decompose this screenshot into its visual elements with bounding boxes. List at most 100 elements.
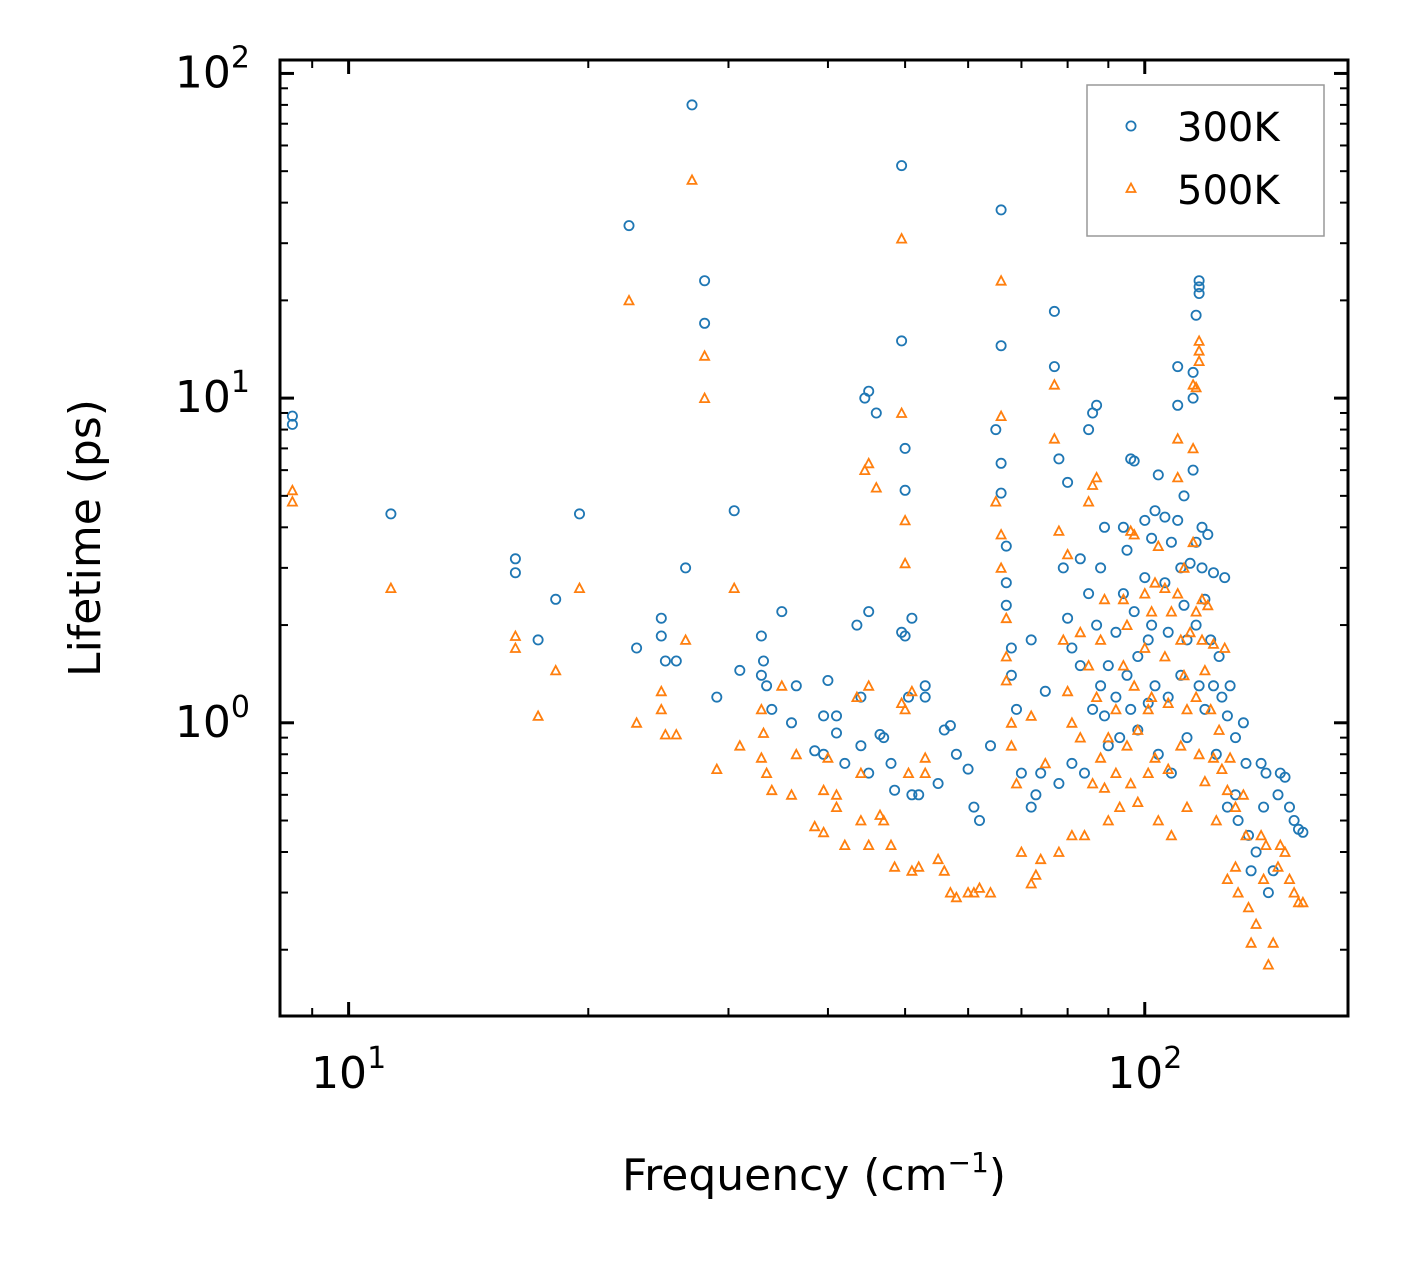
- y-tick-label: 100: [175, 690, 250, 748]
- point-500k: [1181, 702, 1193, 715]
- point-300k: [670, 655, 682, 667]
- point-500k: [1145, 605, 1158, 617]
- point-500k: [962, 886, 975, 898]
- point-500k: [830, 800, 843, 812]
- point-500k: [728, 581, 741, 593]
- point-500k: [1267, 936, 1280, 948]
- point-500k: [1178, 668, 1190, 681]
- point-500k: [1255, 828, 1268, 841]
- point-300k: [1039, 685, 1051, 697]
- point-500k: [1090, 690, 1103, 702]
- point-300k: [1091, 619, 1103, 631]
- point-500k: [785, 788, 798, 800]
- point-500k: [1131, 723, 1144, 735]
- point-500k: [995, 528, 1008, 540]
- point-300k: [1121, 669, 1133, 681]
- point-500k: [1165, 605, 1178, 617]
- point-300k: [962, 763, 974, 775]
- point-500k: [1224, 751, 1237, 763]
- point-500k: [755, 702, 768, 715]
- point-300k: [1202, 529, 1214, 541]
- point-500k: [790, 747, 803, 760]
- point-500k: [1142, 702, 1155, 715]
- point-300k: [1066, 757, 1078, 769]
- point-500k: [1178, 561, 1190, 573]
- point-300k: [286, 410, 298, 422]
- point-500k: [1128, 528, 1141, 540]
- point-500k: [655, 684, 668, 697]
- point-500k: [821, 751, 834, 763]
- point-500k: [1198, 774, 1211, 787]
- point-300k: [1079, 767, 1091, 779]
- point-500k: [1158, 581, 1171, 593]
- point-300k: [1216, 691, 1228, 703]
- point-300k: [1121, 544, 1133, 556]
- point-500k: [902, 766, 915, 778]
- point-500k: [1257, 872, 1270, 884]
- point-500k: [1221, 872, 1234, 884]
- point-500k: [885, 838, 897, 850]
- point-500k: [1052, 845, 1065, 857]
- point-300k: [1181, 732, 1193, 744]
- point-300k: [1187, 366, 1199, 378]
- point-300k: [1139, 514, 1151, 526]
- point-500k: [1086, 777, 1099, 789]
- point-500k: [1117, 659, 1130, 671]
- point-300k: [1187, 464, 1199, 476]
- point-300k: [1083, 424, 1095, 436]
- point-300k: [1000, 577, 1012, 589]
- point-500k: [1048, 432, 1061, 444]
- point-300k: [1125, 703, 1137, 715]
- point-300k: [1083, 588, 1095, 600]
- point-500k: [989, 495, 1002, 507]
- point-500k: [1086, 478, 1099, 490]
- point-300k: [1074, 553, 1086, 565]
- point-500k: [755, 751, 768, 763]
- point-500k: [655, 702, 668, 715]
- point-500k: [1117, 592, 1130, 605]
- point-300k: [1172, 399, 1184, 411]
- point-300k: [1128, 455, 1140, 467]
- point-500k: [286, 483, 299, 496]
- point-500k: [1283, 872, 1296, 884]
- point-500k: [984, 886, 997, 898]
- point-500k: [1274, 838, 1287, 850]
- point-500k: [1109, 702, 1122, 715]
- point-300k: [1284, 801, 1296, 813]
- point-300k: [899, 630, 911, 642]
- series-500k: [286, 173, 1309, 970]
- point-500k: [862, 456, 875, 469]
- axis-ticks: [280, 60, 1348, 1016]
- legend-marker-300k: [1125, 120, 1137, 132]
- point-500k: [1048, 378, 1061, 390]
- point-500k: [895, 232, 908, 244]
- point-300k: [831, 727, 843, 739]
- point-500k: [679, 633, 692, 645]
- point-300k: [1162, 691, 1174, 703]
- point-500k: [1207, 751, 1220, 763]
- point-500k: [858, 463, 871, 476]
- point-500k: [1288, 886, 1301, 898]
- point-300k: [1193, 275, 1205, 287]
- point-500k: [817, 825, 830, 838]
- point-300k: [995, 204, 1007, 216]
- point-500k: [1149, 751, 1161, 763]
- point-500k: [1145, 690, 1158, 702]
- point-500k: [1162, 696, 1175, 708]
- point-500k: [919, 751, 932, 763]
- point-300k: [1025, 634, 1037, 646]
- point-500k: [1098, 592, 1111, 605]
- point-500k: [1149, 576, 1161, 588]
- point-300k: [1208, 567, 1220, 579]
- point-500k: [1039, 756, 1052, 769]
- point-500k: [1190, 690, 1203, 702]
- point-500k: [1237, 788, 1250, 800]
- point-500k: [1158, 650, 1171, 662]
- point-500k: [1296, 895, 1309, 908]
- point-300k: [968, 801, 980, 813]
- point-300k: [995, 487, 1007, 499]
- point-500k: [1260, 838, 1272, 850]
- point-500k: [854, 766, 867, 778]
- point-300k: [1117, 521, 1129, 533]
- point-300k: [1110, 626, 1122, 638]
